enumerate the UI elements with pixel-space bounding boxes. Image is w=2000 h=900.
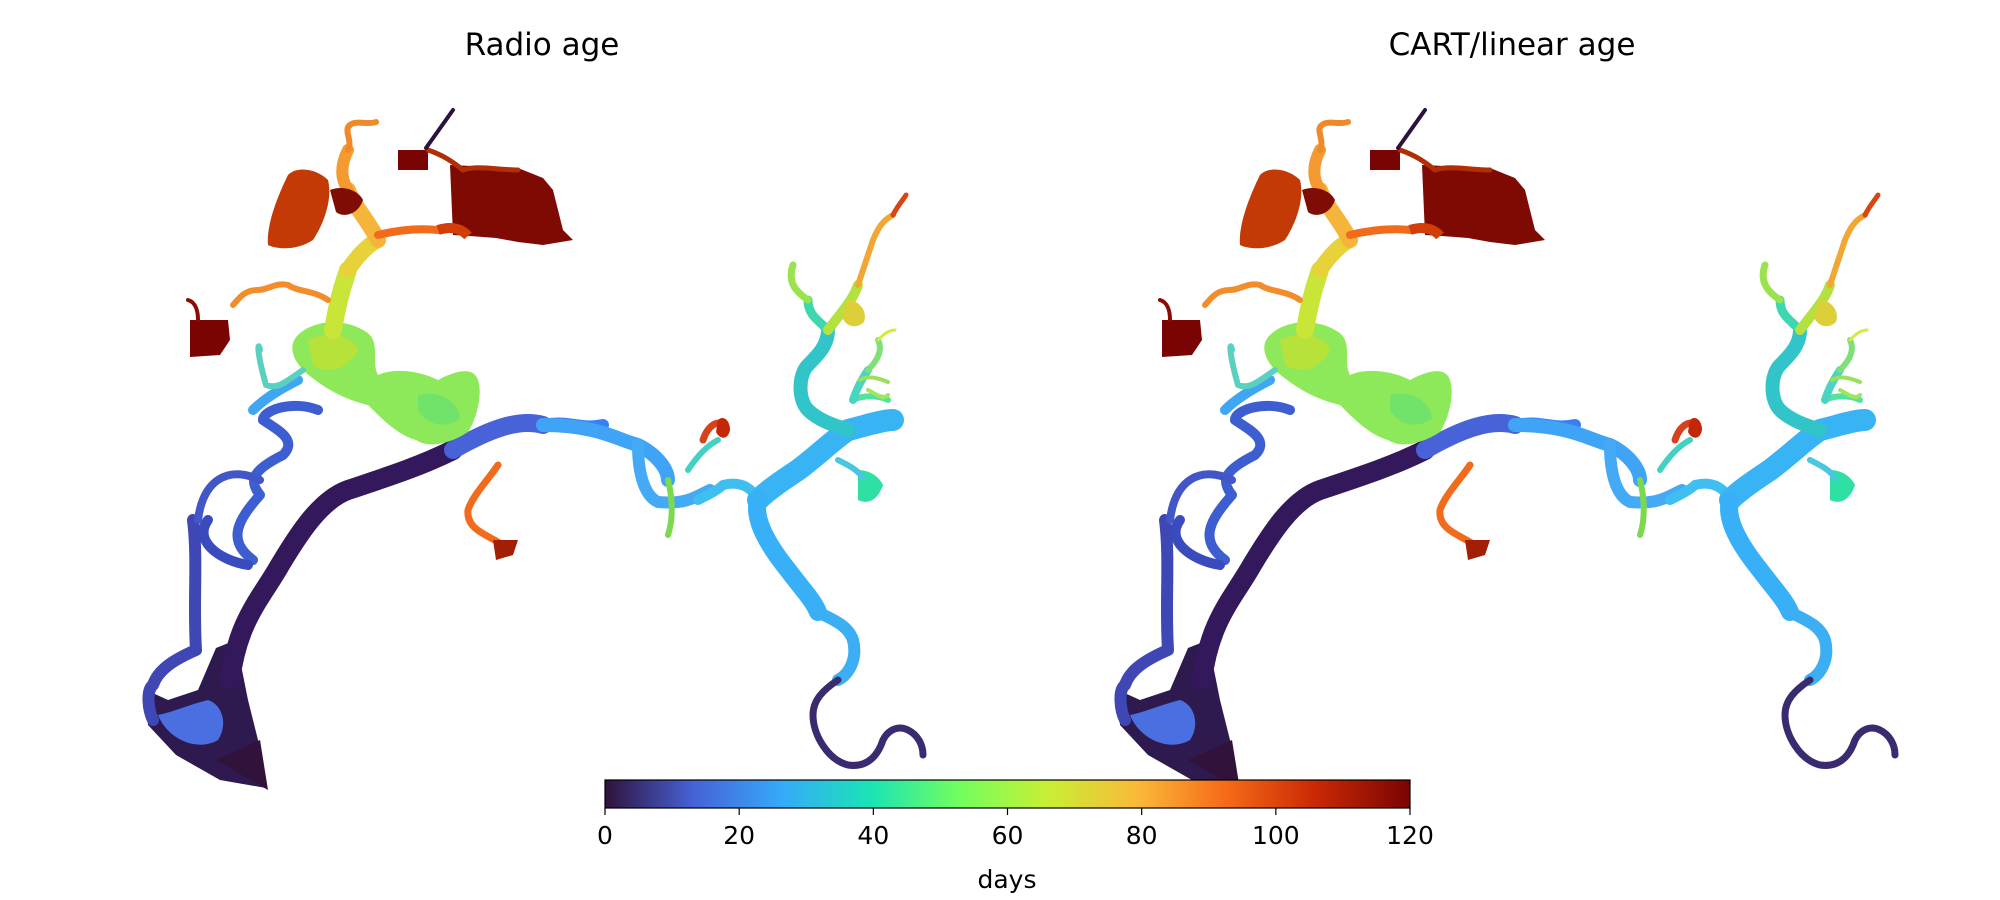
right-panel: CART/linear age [1118, 27, 1895, 790]
colorbar-tick-label: 40 [857, 821, 889, 850]
colorbar-gradient [604, 779, 1411, 809]
colorbar-tick-label: 20 [723, 821, 755, 850]
colorbar-ticks: 0 20 40 60 80 100 120 [597, 808, 1434, 850]
colorbar: 0 20 40 60 80 100 120 days [597, 779, 1434, 894]
colorbar-tick-label: 0 [597, 821, 613, 850]
left-panel-title: Radio age [465, 27, 620, 63]
colorbar-tick-label: 120 [1386, 821, 1434, 850]
left-estuary-map [146, 110, 923, 790]
colorbar-tick-label: 100 [1252, 821, 1300, 850]
colorbar-tick-label: 60 [992, 821, 1024, 850]
colorbar-label: days [977, 865, 1036, 894]
colorbar-tick-label: 80 [1126, 821, 1158, 850]
right-estuary-map [1118, 110, 1895, 790]
left-panel: Radio age [146, 27, 923, 790]
right-panel-title: CART/linear age [1389, 27, 1636, 63]
